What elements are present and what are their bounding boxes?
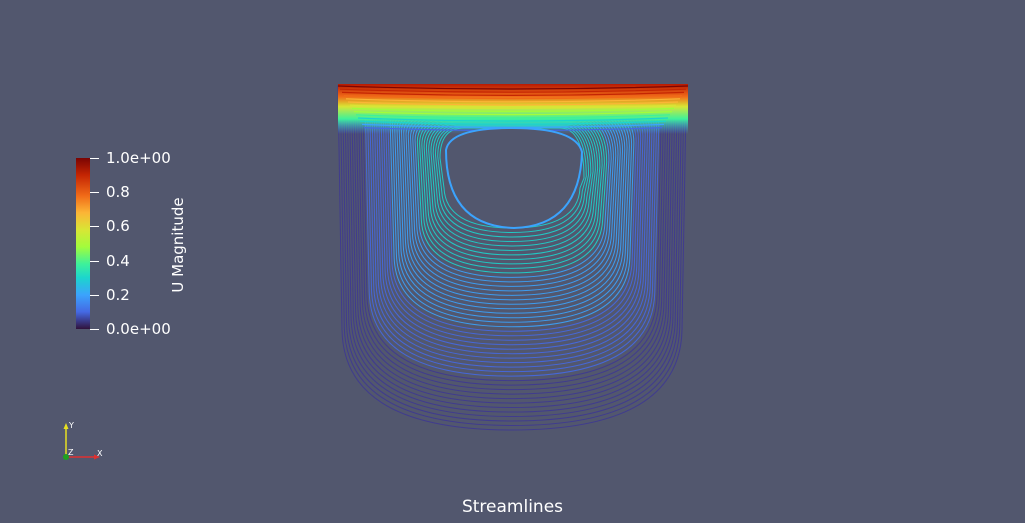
streamline xyxy=(349,104,677,109)
legend-tick xyxy=(90,226,99,227)
orientation-axes: Y Z X xyxy=(63,421,103,460)
z-axis-marker xyxy=(63,454,69,460)
streamline xyxy=(345,98,681,103)
x-axis-arrow xyxy=(94,454,100,460)
streamline xyxy=(351,107,675,112)
legend-tick-label: 0.8 xyxy=(106,183,130,201)
streamline xyxy=(339,88,687,93)
streamline xyxy=(337,85,689,90)
vortex-core xyxy=(444,126,584,230)
legend-tick-label: 1.0e+00 xyxy=(106,149,171,167)
x-axis-label: X xyxy=(97,449,103,458)
legend-tick-label: 0.6 xyxy=(106,217,130,235)
streamline xyxy=(357,117,669,122)
streamline xyxy=(355,114,671,119)
legend-tick-label: 0.2 xyxy=(106,286,130,304)
legend-tick xyxy=(90,261,99,262)
color-legend-title: U Magnitude xyxy=(169,197,187,293)
streamline xyxy=(359,120,667,125)
legend-tick xyxy=(90,158,99,159)
legend-tick-label: 0.4 xyxy=(106,252,130,270)
streamline xyxy=(347,101,679,106)
legend-tick xyxy=(90,192,99,193)
y-axis-arrow xyxy=(63,423,69,429)
streamline xyxy=(353,111,673,116)
streamline xyxy=(341,91,685,96)
z-axis-label: Z xyxy=(68,448,74,457)
streamline xyxy=(343,95,683,100)
y-axis-label: Y xyxy=(68,421,74,430)
lid-velocity-band xyxy=(338,84,688,134)
view-title: Streamlines xyxy=(461,497,564,517)
legend-tick xyxy=(90,295,99,296)
color-legend-bar xyxy=(76,158,90,329)
legend-tick-label: 0.0e+00 xyxy=(106,320,171,338)
legend-tick xyxy=(90,329,99,330)
